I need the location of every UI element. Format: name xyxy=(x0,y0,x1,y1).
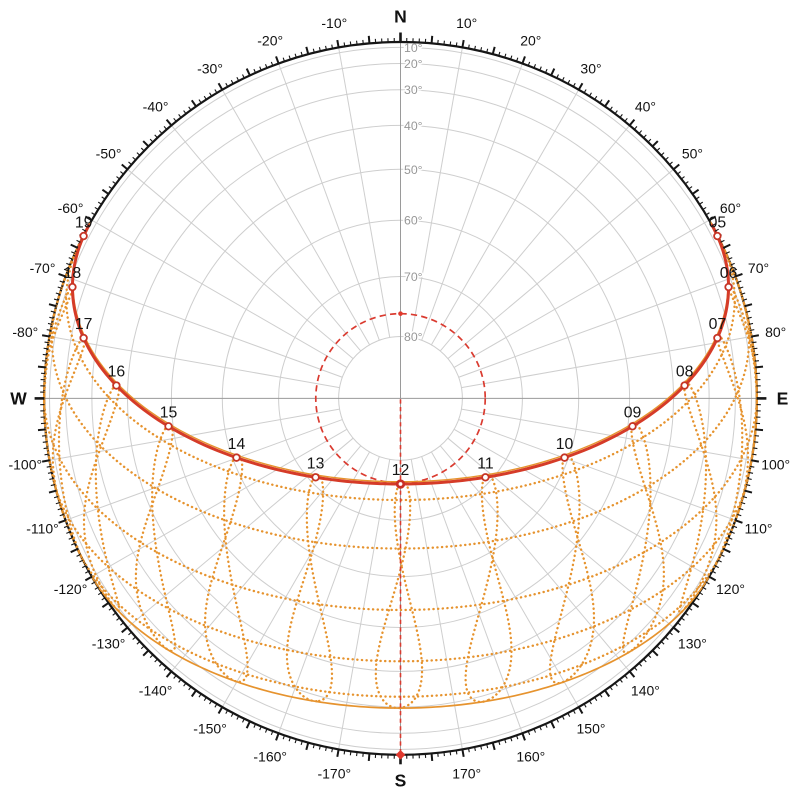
svg-text:-110°: -110° xyxy=(26,521,59,537)
svg-text:08: 08 xyxy=(676,364,694,381)
svg-text:10: 10 xyxy=(556,436,574,453)
svg-text:-160°: -160° xyxy=(253,748,287,764)
svg-text:20°: 20° xyxy=(520,32,541,48)
svg-text:50°: 50° xyxy=(682,146,703,162)
svg-text:16: 16 xyxy=(108,364,126,381)
svg-text:170°: 170° xyxy=(452,766,481,782)
svg-text:07: 07 xyxy=(709,316,727,333)
svg-text:-140°: -140° xyxy=(139,682,173,698)
svg-text:13: 13 xyxy=(307,456,325,473)
svg-text:17: 17 xyxy=(75,316,93,333)
svg-text:50°: 50° xyxy=(404,163,423,177)
svg-text:150°: 150° xyxy=(577,720,606,736)
svg-text:30°: 30° xyxy=(404,83,423,97)
svg-text:-10°: -10° xyxy=(321,15,347,31)
svg-text:-150°: -150° xyxy=(193,720,227,736)
svg-text:-70°: -70° xyxy=(30,260,56,276)
svg-text:10°: 10° xyxy=(404,41,423,55)
svg-text:09: 09 xyxy=(624,405,642,422)
svg-text:60°: 60° xyxy=(404,214,423,228)
svg-text:-170°: -170° xyxy=(317,766,351,782)
svg-text:40°: 40° xyxy=(404,119,423,133)
svg-text:140°: 140° xyxy=(631,682,660,698)
svg-text:18: 18 xyxy=(64,265,82,282)
svg-text:70°: 70° xyxy=(748,260,769,276)
svg-text:160°: 160° xyxy=(516,748,545,764)
svg-text:80°: 80° xyxy=(404,330,423,344)
svg-text:-30°: -30° xyxy=(197,60,223,76)
svg-text:80°: 80° xyxy=(765,324,786,340)
svg-text:14: 14 xyxy=(228,436,246,453)
svg-text:60°: 60° xyxy=(720,200,741,216)
svg-text:W: W xyxy=(10,388,27,408)
svg-text:-80°: -80° xyxy=(12,324,38,340)
svg-text:19: 19 xyxy=(75,214,93,231)
svg-text:-130°: -130° xyxy=(92,635,126,651)
svg-text:06: 06 xyxy=(720,265,738,282)
svg-text:30°: 30° xyxy=(580,60,601,76)
svg-text:130°: 130° xyxy=(678,635,707,651)
svg-text:15: 15 xyxy=(160,405,178,422)
svg-text:10°: 10° xyxy=(456,15,477,31)
svg-text:-20°: -20° xyxy=(257,32,283,48)
svg-text:E: E xyxy=(777,388,789,408)
svg-text:20°: 20° xyxy=(404,57,423,71)
svg-text:11: 11 xyxy=(477,456,494,473)
svg-text:S: S xyxy=(395,770,407,790)
svg-text:-40°: -40° xyxy=(143,99,169,115)
svg-text:70°: 70° xyxy=(404,270,423,284)
svg-text:-120°: -120° xyxy=(54,581,88,597)
svg-text:100°: 100° xyxy=(761,457,790,473)
svg-text:N: N xyxy=(394,6,407,26)
svg-text:-50°: -50° xyxy=(96,146,122,162)
svg-text:120°: 120° xyxy=(716,581,745,597)
svg-text:05: 05 xyxy=(709,214,727,231)
svg-text:-100°: -100° xyxy=(8,457,42,473)
svg-text:12: 12 xyxy=(392,462,410,479)
svg-text:110°: 110° xyxy=(745,521,773,537)
svg-text:-60°: -60° xyxy=(58,200,84,216)
svg-text:40°: 40° xyxy=(635,99,656,115)
